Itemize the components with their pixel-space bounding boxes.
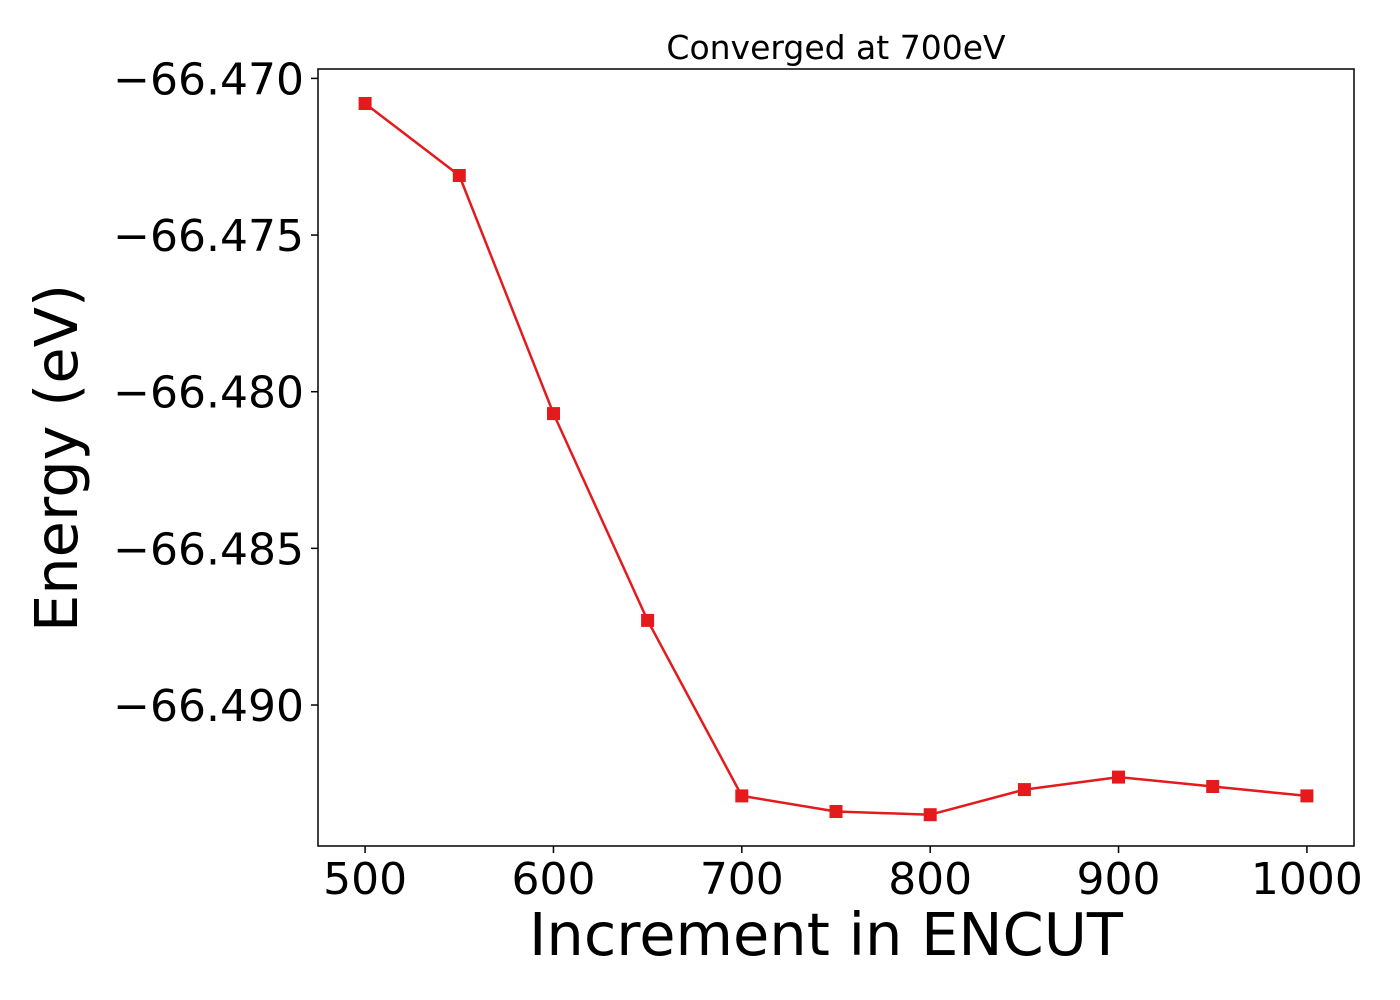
data-point: [735, 789, 749, 803]
y-tick-label: −66.490: [113, 681, 304, 732]
x-tick-label: 1000: [1251, 854, 1363, 905]
x-tick-label: 500: [323, 854, 407, 905]
y-tick-label: −66.480: [113, 368, 304, 419]
y-tick-label: −66.470: [113, 54, 304, 105]
data-point: [829, 805, 843, 818]
data-point: [923, 808, 937, 822]
data-point: [1112, 770, 1125, 784]
x-tick-label: 700: [700, 854, 784, 905]
chart-title: Converged at 700eV: [666, 28, 1006, 67]
series-layer: [358, 97, 1314, 822]
plot-area: [317, 68, 1355, 847]
y-tick-label: −66.485: [113, 524, 304, 575]
x-tick-label: 800: [888, 854, 972, 905]
data-point: [547, 407, 560, 421]
x-axis-label: Increment in ENCUT: [529, 900, 1124, 969]
y-tick-label: −66.475: [113, 211, 304, 262]
data-point: [1300, 789, 1314, 803]
data-point: [1206, 780, 1220, 793]
y-axis-label: Energy (eV): [22, 284, 91, 632]
data-point: [1017, 783, 1031, 797]
data-point: [358, 97, 372, 110]
data-point: [452, 169, 466, 182]
y-axis: −66.470 −66.475 −66.480 −66.485 −66.490: [113, 54, 318, 732]
x-tick-label: 600: [511, 854, 595, 905]
x-tick-label: 900: [1077, 854, 1161, 905]
series-line: [364, 102, 1308, 816]
data-point: [641, 613, 655, 627]
x-axis: 500 600 700 800 900 1000: [323, 846, 1363, 905]
